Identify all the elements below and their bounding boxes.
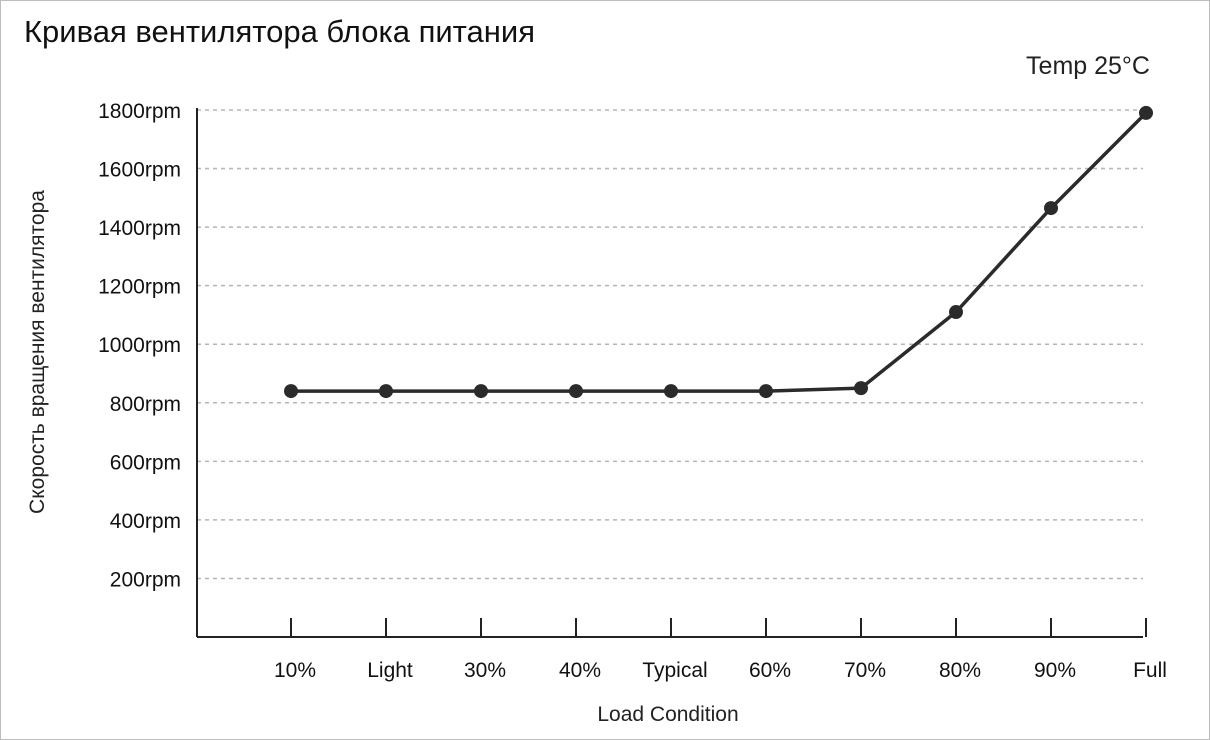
y-tick-label: 1400rpm [98,217,181,240]
y-tick-label: 600rpm [110,451,181,474]
x-tick-label: 40% [559,659,601,682]
data-point-80% [949,305,963,320]
y-tick-label: 400rpm [110,510,181,533]
x-tick-label: Typical [642,659,707,682]
data-point-60% [759,384,773,399]
series-group [284,105,1153,399]
x-tick-label: 30% [464,659,506,682]
y-tick-label: 1000rpm [98,334,181,357]
data-point-Typical [664,384,678,399]
x-tick-label: Light [367,659,413,682]
temperature-annotation: Temp 25°C [1026,52,1150,80]
y-axis-title: Скорость вращения вентилятора [26,190,49,514]
y-tick-label: 1800rpm [98,100,181,123]
series-line [289,111,1148,393]
data-point-10% [284,384,298,399]
x-tick-label: 80% [939,659,981,682]
x-tick-label: 90% [1034,659,1076,682]
y-axis-ticks: 200rpm 400rpm 600rpm 800rpm 1000rpm 1200rpm 14… [98,100,181,591]
x-tick-label: 70% [844,659,886,682]
data-point-Full [1139,105,1153,120]
y-tick-label: 800rpm [110,393,181,416]
data-point-90% [1044,201,1058,216]
y-tick-label: 200rpm [110,568,181,591]
x-axis-title: Load Condition [597,703,738,726]
axes [196,108,1143,638]
x-tick-label: 60% [749,659,791,682]
data-point-40% [569,384,583,399]
chart-title: Кривая вентилятора блока питания [24,14,535,49]
x-tick-label: Full [1133,659,1167,682]
y-tick-label: 1200rpm [98,276,181,299]
y-tick-label: 1600rpm [98,159,181,182]
data-point-30% [474,384,488,399]
gridlines [197,109,1143,580]
data-point-70% [854,381,868,396]
x-tick-label: 10% [274,659,316,682]
x-axis-ticks: 10% Light 30% 40% Typical 60% 70% 80% 90% Full [274,618,1167,682]
data-point-Light [379,384,393,399]
